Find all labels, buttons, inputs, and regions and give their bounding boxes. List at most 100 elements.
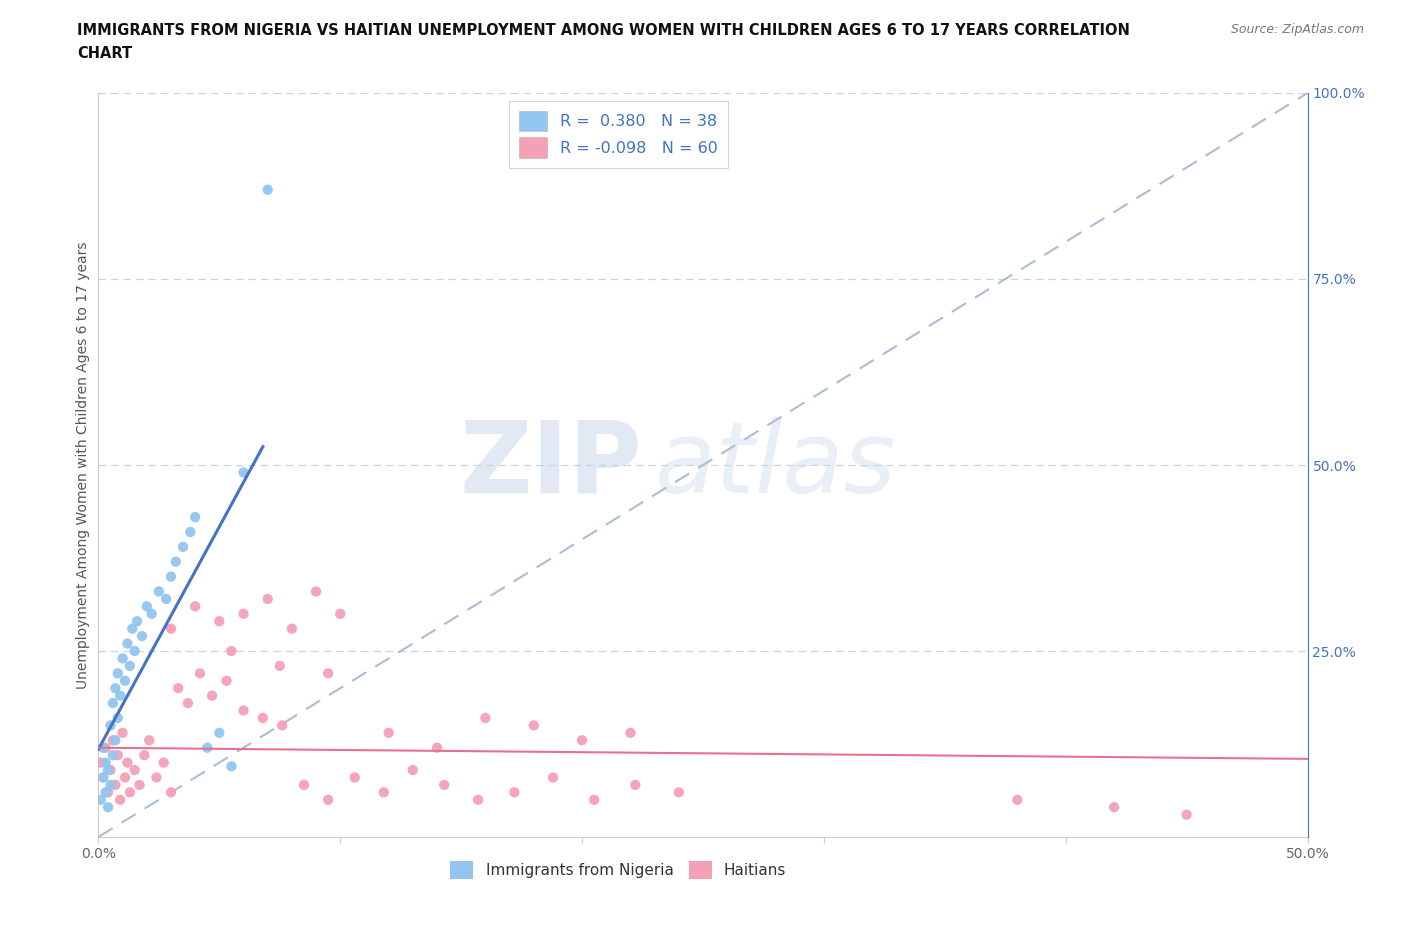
Point <box>107 711 129 725</box>
Point <box>167 681 190 696</box>
Point <box>292 777 315 792</box>
Point <box>160 569 183 584</box>
Point <box>184 599 207 614</box>
Point <box>541 770 564 785</box>
Point <box>316 792 339 807</box>
Point <box>97 763 120 777</box>
Point <box>256 182 278 197</box>
Point <box>619 725 641 740</box>
Point <box>90 792 112 807</box>
Point <box>145 770 167 785</box>
Point <box>252 711 274 725</box>
Point <box>195 740 218 755</box>
Point <box>127 614 149 629</box>
Point <box>117 755 139 770</box>
Text: ZIP: ZIP <box>460 417 643 513</box>
Point <box>305 584 328 599</box>
Point <box>503 785 526 800</box>
Point <box>118 658 141 673</box>
Point <box>402 763 425 777</box>
Point <box>117 636 139 651</box>
Point <box>97 800 120 815</box>
Point <box>188 666 211 681</box>
Point <box>329 606 352 621</box>
Point <box>221 759 243 774</box>
Point <box>232 703 254 718</box>
Point <box>377 725 399 740</box>
Point <box>114 770 136 785</box>
Point <box>104 733 127 748</box>
Point <box>108 688 131 703</box>
Text: atlas: atlas <box>655 417 896 513</box>
Point <box>201 688 224 703</box>
Point <box>172 539 194 554</box>
Point <box>281 621 304 636</box>
Point <box>134 748 156 763</box>
Point <box>104 681 127 696</box>
Point <box>148 584 170 599</box>
Point <box>104 777 127 792</box>
Point <box>131 629 153 644</box>
Point <box>155 591 177 606</box>
Point <box>208 725 231 740</box>
Point <box>128 777 150 792</box>
Point <box>1007 792 1029 807</box>
Point <box>571 733 593 748</box>
Point <box>114 673 136 688</box>
Point <box>91 740 114 755</box>
Point <box>177 696 200 711</box>
Point <box>107 666 129 681</box>
Point <box>108 792 131 807</box>
Text: Source: ZipAtlas.com: Source: ZipAtlas.com <box>1230 23 1364 36</box>
Point <box>90 755 112 770</box>
Point <box>208 614 231 629</box>
Text: IMMIGRANTS FROM NIGERIA VS HAITIAN UNEMPLOYMENT AMONG WOMEN WITH CHILDREN AGES 6: IMMIGRANTS FROM NIGERIA VS HAITIAN UNEMP… <box>77 23 1130 38</box>
Point <box>184 510 207 525</box>
Point <box>583 792 606 807</box>
Point <box>221 644 243 658</box>
Point <box>100 777 122 792</box>
Point <box>100 718 122 733</box>
Point <box>135 599 157 614</box>
Point <box>101 733 124 748</box>
Point <box>271 718 294 733</box>
Point <box>94 740 117 755</box>
Point <box>256 591 278 606</box>
Point <box>160 621 183 636</box>
Point <box>94 785 117 800</box>
Point <box>111 651 134 666</box>
Point <box>101 748 124 763</box>
Point <box>343 770 366 785</box>
Point <box>467 792 489 807</box>
Point <box>152 755 174 770</box>
Point <box>269 658 291 673</box>
Point <box>121 621 143 636</box>
Legend: Immigrants from Nigeria, Haitians: Immigrants from Nigeria, Haitians <box>444 856 793 885</box>
Point <box>111 725 134 740</box>
Point <box>101 696 124 711</box>
Text: CHART: CHART <box>77 46 132 60</box>
Point <box>1102 800 1125 815</box>
Point <box>232 606 254 621</box>
Point <box>426 740 449 755</box>
Point <box>160 785 183 800</box>
Point <box>97 785 120 800</box>
Point <box>624 777 647 792</box>
Point <box>91 770 114 785</box>
Point <box>474 711 496 725</box>
Point <box>165 554 187 569</box>
Point <box>232 465 254 480</box>
Point <box>118 785 141 800</box>
Point <box>141 606 163 621</box>
Point <box>91 770 114 785</box>
Point <box>373 785 395 800</box>
Point <box>138 733 160 748</box>
Point <box>107 748 129 763</box>
Point <box>179 525 201 539</box>
Point <box>523 718 546 733</box>
Point <box>215 673 238 688</box>
Point <box>124 644 146 658</box>
Point <box>100 763 122 777</box>
Y-axis label: Unemployment Among Women with Children Ages 6 to 17 years: Unemployment Among Women with Children A… <box>76 241 90 689</box>
Point <box>433 777 456 792</box>
